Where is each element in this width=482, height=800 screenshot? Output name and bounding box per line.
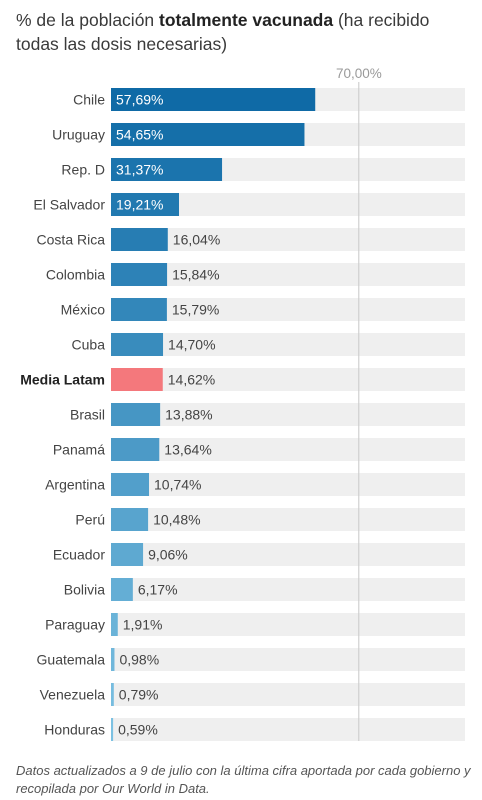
value-label: 9,06% [148, 547, 188, 563]
value-label: 31,37% [116, 162, 163, 178]
category-label: Costa Rica [37, 232, 106, 248]
category-label: Brasil [70, 407, 105, 423]
value-label: 6,17% [138, 582, 178, 598]
bar-track [111, 543, 465, 566]
bar-ecuador [111, 543, 144, 566]
value-label: 0,79% [119, 687, 159, 703]
category-label: México [61, 302, 106, 318]
bar-media-latam [111, 368, 163, 391]
bar-track [111, 228, 465, 251]
bar-venezuela [111, 683, 114, 706]
category-label: Paraguay [45, 617, 105, 633]
bar-chart: Chile 57,69% Uruguay 54,65% Rep. D 31,37% El S… [20, 82, 465, 741]
bar-m-xico [111, 298, 167, 321]
bar-panam- [111, 438, 160, 461]
bar-brasil [111, 403, 161, 426]
bar-track [111, 648, 465, 671]
reference-line-label: 70,00% [336, 66, 382, 81]
bar-track [111, 718, 465, 741]
bar-chile [111, 88, 316, 111]
value-label: 15,79% [172, 302, 219, 318]
category-label: El Salvador [33, 197, 105, 213]
category-label: Perú [75, 512, 105, 528]
bar-bolivia [111, 578, 133, 601]
bar-guatemala [111, 648, 115, 671]
value-label: 0,59% [118, 722, 158, 738]
category-label: Colombia [46, 267, 105, 283]
value-label: 13,64% [164, 442, 211, 458]
category-label: Rep. D [61, 162, 105, 178]
bar-track [111, 263, 465, 286]
bar-per- [111, 508, 149, 531]
value-label: 13,88% [165, 407, 212, 423]
bar-track [111, 193, 465, 216]
chart-title: % de la población totalmente vacunada (h… [16, 8, 466, 56]
category-label: Uruguay [52, 127, 105, 143]
value-label: 16,04% [173, 232, 220, 248]
bar-el-salvador [111, 193, 180, 216]
category-label: Cuba [72, 337, 106, 353]
value-label: 10,74% [154, 477, 201, 493]
bar-argentina [111, 473, 150, 496]
title-suffix: (ha recibido todas las dosis necesarias) [16, 10, 430, 54]
bar-track [111, 438, 465, 461]
bar-track [111, 683, 465, 706]
bar-rep-d [111, 158, 223, 181]
bar-track [111, 368, 465, 391]
footnote: Datos actualizados a 9 de julio con la ú… [16, 763, 471, 796]
bar-costa-rica [111, 228, 168, 251]
value-label: 57,69% [116, 92, 163, 108]
title-emphasis: totalmente vacunada [159, 10, 334, 30]
category-label: Chile [73, 92, 105, 108]
category-label: Media Latam [20, 372, 105, 388]
value-label: 14,70% [168, 337, 215, 353]
value-label: 10,48% [153, 512, 200, 528]
category-label: Bolivia [64, 582, 105, 598]
category-label: Honduras [44, 722, 105, 738]
bar-track [111, 613, 465, 636]
bar-cuba [111, 333, 164, 356]
value-label: 0,98% [119, 652, 159, 668]
value-label: 54,65% [116, 127, 163, 143]
bar-track [111, 508, 465, 531]
bar-track [111, 578, 465, 601]
value-label: 14,62% [168, 372, 215, 388]
bar-track [111, 333, 465, 356]
category-label: Argentina [45, 477, 105, 493]
category-label: Panamá [53, 442, 105, 458]
value-label: 19,21% [116, 197, 163, 213]
value-label: 1,91% [123, 617, 163, 633]
bar-track [111, 298, 465, 321]
title-prefix: % de la población [16, 10, 160, 30]
bar-colombia [111, 263, 168, 286]
bar-paraguay [111, 613, 118, 636]
bar-uruguay [111, 123, 305, 146]
category-label: Ecuador [53, 547, 105, 563]
category-label: Venezuela [40, 687, 106, 703]
category-label: Guatemala [37, 652, 106, 668]
bar-track [111, 473, 465, 496]
value-label: 15,84% [172, 267, 219, 283]
bar-honduras [111, 718, 114, 741]
bar-track [111, 403, 465, 426]
